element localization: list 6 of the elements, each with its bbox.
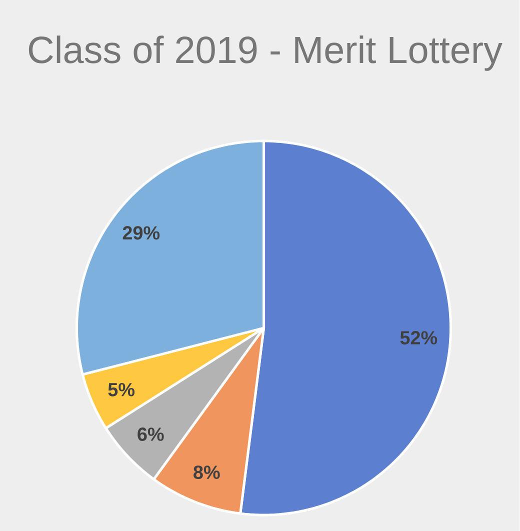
- data-label: 29%: [122, 226, 160, 240]
- chart-title: Class of 2019 - Merit Lottery: [29, 36, 503, 71]
- data-label: 52%: [400, 331, 438, 344]
- data-label: 8%: [194, 466, 220, 480]
- data-label: 6%: [138, 428, 164, 441]
- data-label: 5%: [108, 382, 135, 396]
